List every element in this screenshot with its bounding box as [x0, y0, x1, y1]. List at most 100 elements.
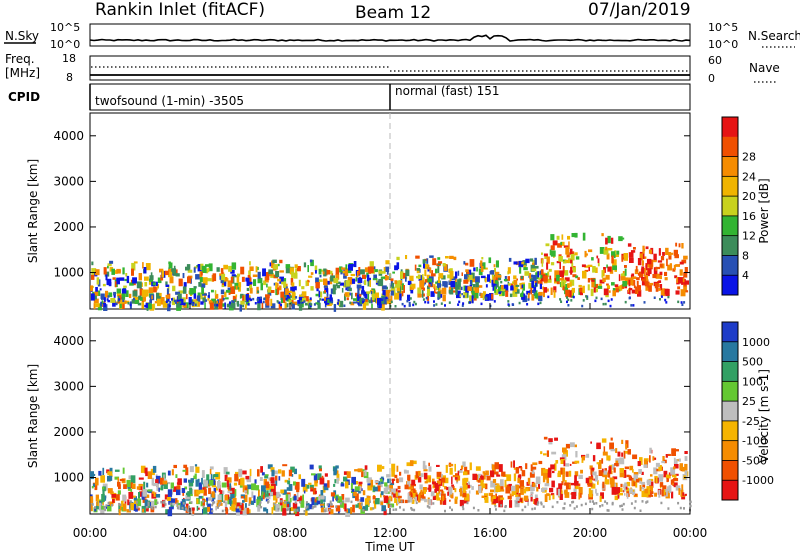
echo-cell [103, 304, 108, 311]
echo-cell [307, 280, 310, 283]
echo-cell [451, 484, 454, 489]
echo-cell [400, 271, 404, 279]
echo-cell [644, 275, 649, 282]
noise-left-label: N.Sky [5, 29, 39, 43]
echo-cell [263, 280, 267, 286]
colorbar-tick-label: 4 [742, 269, 749, 282]
ground-scatter-cell [422, 298, 425, 301]
echo-cell [227, 485, 232, 490]
echo-cell [399, 293, 402, 301]
echo-cell [614, 284, 619, 287]
echo-cell [221, 284, 225, 288]
echo-cell [284, 293, 287, 301]
echo-cell [437, 283, 441, 288]
echo-cell [458, 278, 462, 282]
echo-cell [528, 282, 534, 289]
ground-scatter-cell [267, 501, 269, 504]
echo-cell [661, 466, 663, 471]
echo-cell [260, 283, 263, 291]
echo-cell [301, 286, 305, 290]
echo-cell [269, 491, 273, 496]
echo-cell [246, 507, 250, 514]
echo-cell [530, 264, 535, 272]
ground-scatter-cell [221, 509, 224, 513]
echo-cell [498, 291, 502, 295]
echo-cell [249, 468, 252, 477]
echo-cell [476, 474, 479, 482]
y-tick-label: 2000 [53, 220, 84, 234]
echo-cell [234, 473, 239, 482]
echo-cell [344, 268, 349, 276]
echo-cell [177, 505, 182, 510]
ground-scatter-cell [610, 298, 613, 301]
echo-cell [198, 482, 203, 491]
echo-cell [133, 496, 137, 500]
ground-scatter-cell [619, 504, 622, 508]
echo-cell [455, 288, 458, 295]
echo-cell [367, 279, 370, 287]
echo-cell [292, 291, 296, 298]
echo-cell [200, 271, 203, 276]
echo-cell [649, 262, 653, 270]
echo-cell [407, 497, 413, 503]
echo-cell [605, 237, 608, 245]
echo-cell [155, 474, 158, 478]
echo-cell [680, 489, 684, 497]
ground-scatter-cell [540, 501, 543, 504]
echo-cell [309, 464, 314, 470]
ground-scatter-cell [536, 503, 539, 506]
echo-cell [561, 467, 566, 475]
echo-cell [340, 483, 345, 487]
echo-cell [673, 249, 678, 256]
echo-cell [420, 489, 423, 495]
echo-cell [646, 479, 652, 486]
echo-cell [507, 495, 512, 500]
echo-cell [244, 304, 247, 310]
echo-cell [160, 485, 164, 491]
echo-cell [285, 266, 291, 274]
echo-cell [516, 287, 519, 291]
ground-scatter-cell [144, 304, 147, 308]
echo-cell [181, 498, 186, 505]
echo-cell [381, 466, 385, 470]
echo-cell [466, 272, 470, 274]
echo-cell [152, 282, 156, 286]
echo-cell [362, 298, 366, 303]
echo-cell [485, 284, 488, 288]
ground-scatter-cell [563, 502, 566, 505]
echo-cell [249, 283, 252, 288]
echo-cell [137, 302, 142, 306]
echo-cell [482, 483, 488, 486]
ground-scatter-cell [390, 300, 393, 304]
echo-cell [179, 298, 184, 306]
echo-cell [332, 284, 337, 291]
ground-scatter-cell [527, 298, 530, 301]
colorbar-tick-label: -25 [742, 415, 760, 428]
ground-scatter-cell [533, 507, 536, 510]
echo-cell [493, 264, 496, 268]
echo-cell [214, 293, 219, 299]
echo-cell [278, 285, 282, 291]
echo-cell [426, 258, 429, 264]
echo-cell [417, 476, 422, 483]
ground-scatter-cell [228, 302, 231, 306]
echo-cell [535, 281, 537, 287]
ground-scatter-cell [413, 300, 416, 304]
ground-scatter-cell [324, 509, 327, 513]
echo-cell [480, 275, 486, 279]
echo-cell [160, 297, 165, 305]
echo-cell [109, 467, 113, 474]
ground-scatter-cell [395, 508, 398, 511]
ground-scatter-cell [223, 500, 226, 504]
echo-cell [434, 288, 436, 293]
echo-cell [643, 464, 648, 468]
echo-cell [681, 243, 684, 249]
echo-cell [308, 482, 312, 485]
echo-cell [597, 263, 600, 267]
echo-cell [164, 494, 170, 500]
echo-cell [624, 265, 627, 268]
colorbar-swatch [722, 215, 738, 237]
echo-cell [599, 495, 602, 502]
